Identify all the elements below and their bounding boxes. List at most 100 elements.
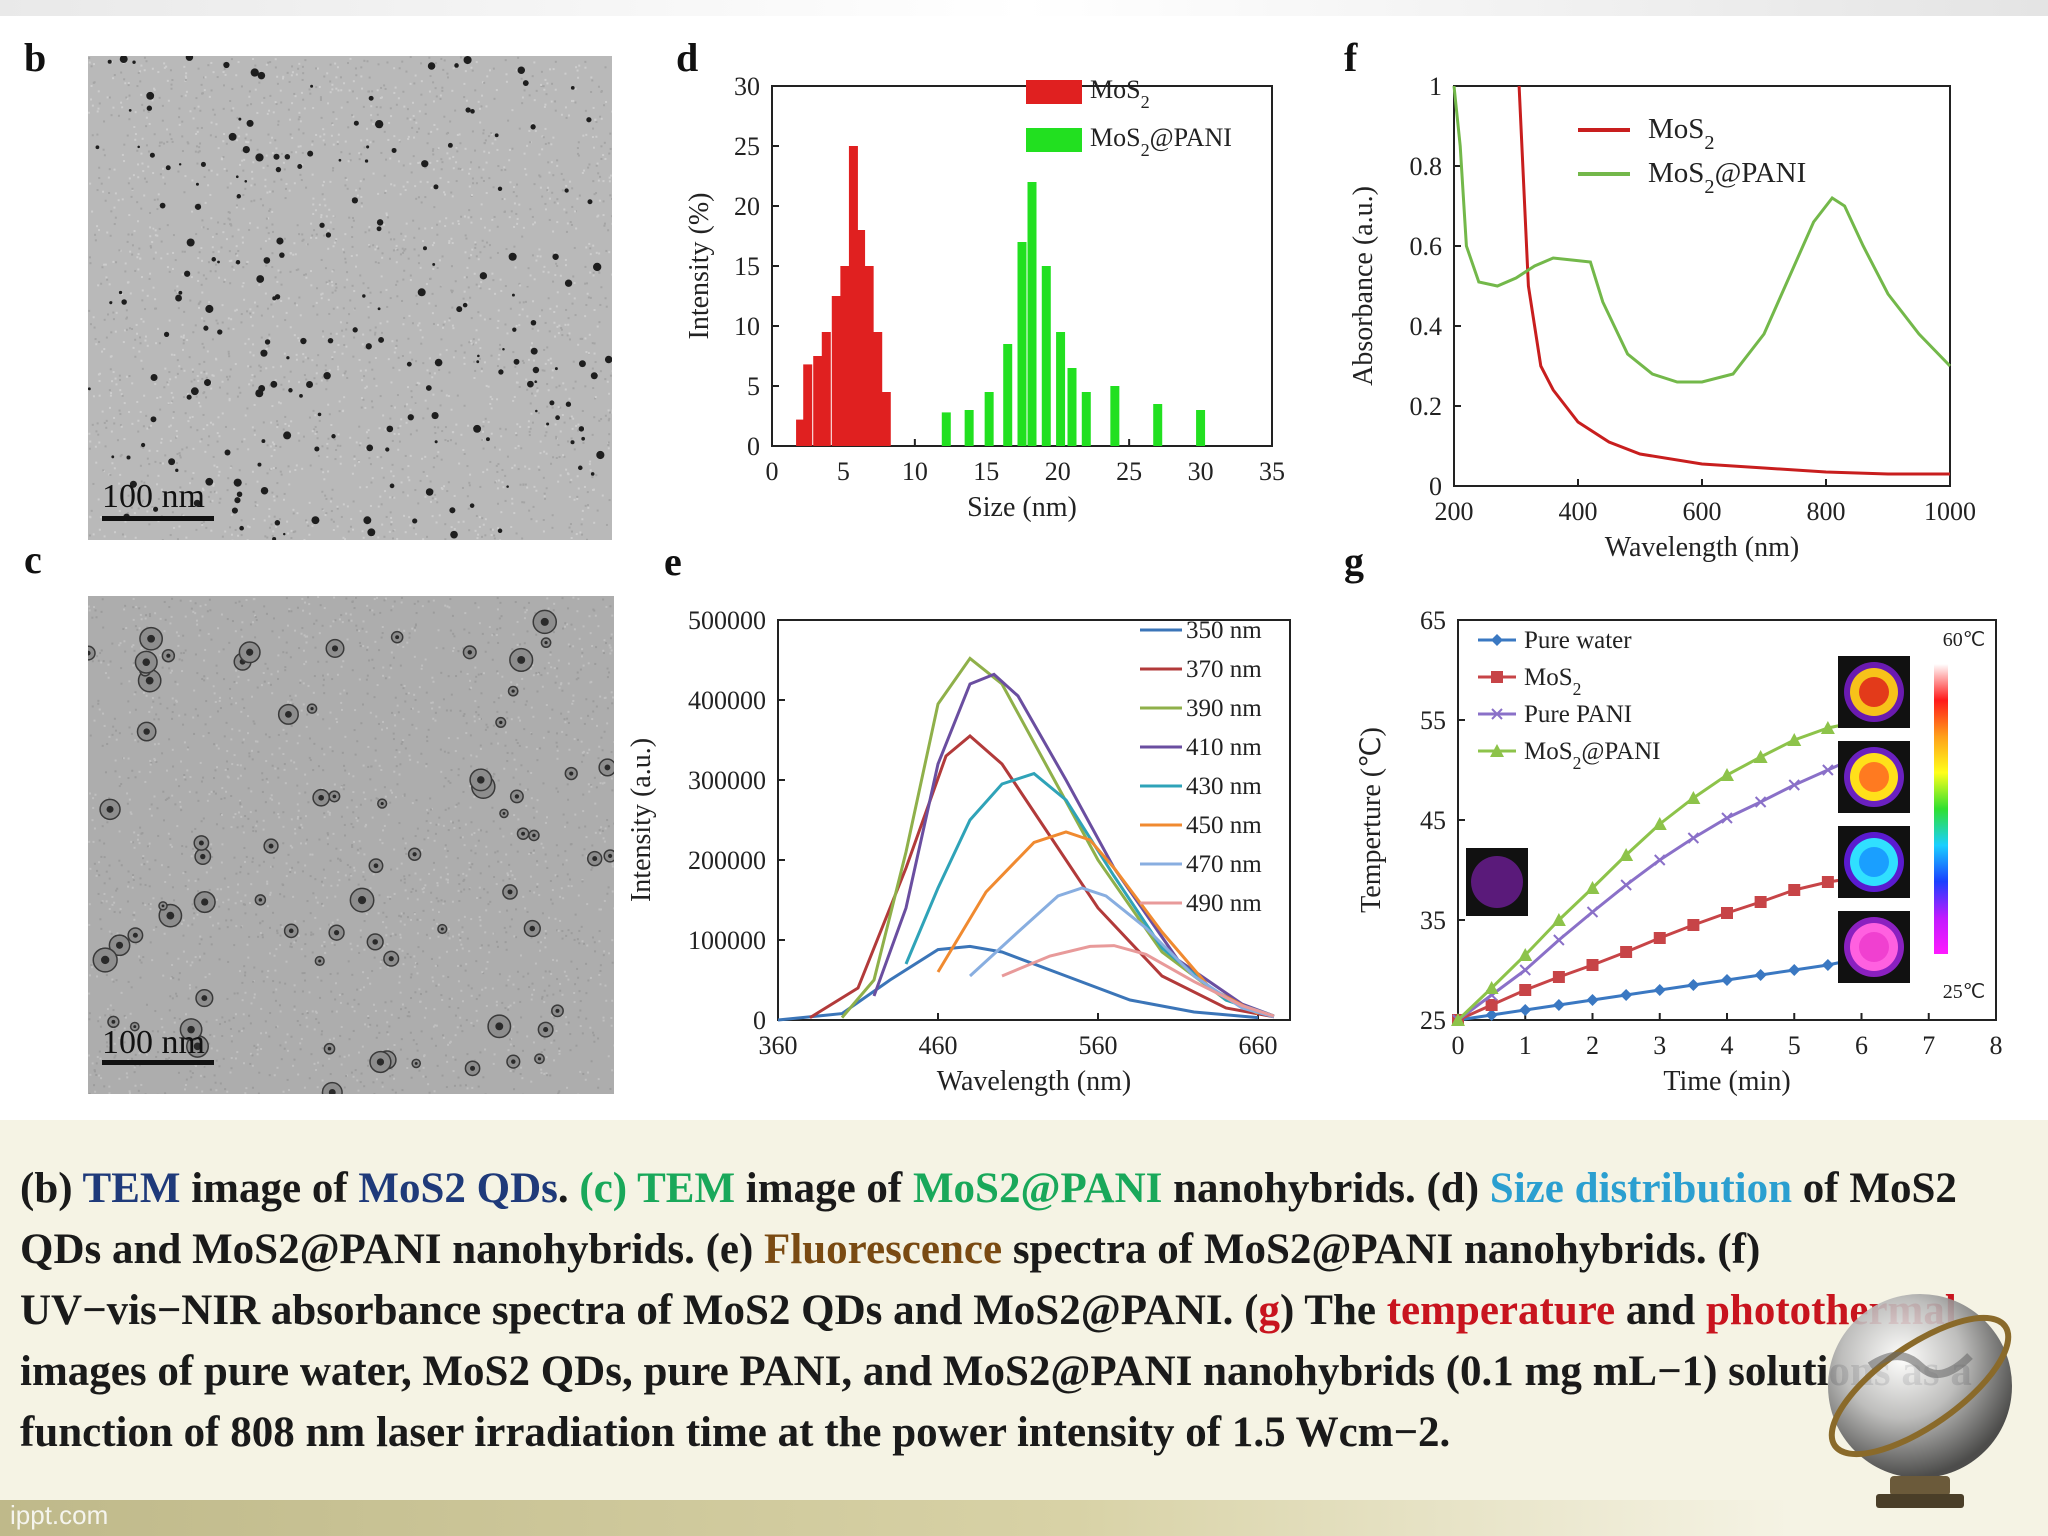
tem-noise xyxy=(403,794,406,797)
tem-noise xyxy=(409,956,412,959)
tem-noise xyxy=(415,121,418,124)
tem-noise xyxy=(88,1092,91,1094)
tem-noise xyxy=(300,823,303,826)
tem-noise xyxy=(423,838,426,841)
tem-noise xyxy=(580,717,583,720)
tem-noise xyxy=(191,477,194,480)
tem-noise xyxy=(270,303,273,306)
tem-noise xyxy=(576,738,579,741)
tem-noise xyxy=(358,641,361,644)
tem-noise xyxy=(230,1067,233,1070)
tem-noise xyxy=(98,839,101,842)
tem-noise xyxy=(88,534,91,537)
tem-noise xyxy=(607,419,610,422)
tem-noise xyxy=(336,66,339,69)
tem-noise xyxy=(183,774,186,777)
tem-noise xyxy=(252,311,255,314)
tem-noise xyxy=(89,323,92,326)
tem-noise xyxy=(526,315,529,318)
tem-noise xyxy=(260,684,263,687)
tem-noise xyxy=(201,1090,204,1093)
tem-noise xyxy=(496,470,499,473)
tem-noise xyxy=(237,777,240,780)
tem-noise xyxy=(581,509,584,512)
tem-noise xyxy=(398,140,401,143)
tem-noise xyxy=(400,915,403,918)
tem-noise xyxy=(336,673,339,676)
tem-noise xyxy=(198,150,201,153)
tem-noise xyxy=(464,1084,467,1087)
tem-noise xyxy=(447,131,450,134)
tem-noise xyxy=(443,900,446,903)
tem-noise xyxy=(96,225,99,228)
tem-noise xyxy=(539,175,542,178)
tem-noise xyxy=(294,939,297,942)
tem-noise xyxy=(331,358,334,361)
tem-noise xyxy=(508,877,511,880)
tem-noise xyxy=(571,187,574,190)
tem-noise xyxy=(379,97,382,100)
tem-noise xyxy=(454,805,457,808)
tem-noise xyxy=(137,834,140,837)
tem-noise xyxy=(136,332,139,335)
tem-noise xyxy=(337,871,340,874)
tem-noise xyxy=(151,506,154,509)
tem-noise xyxy=(389,238,392,241)
tem-noise xyxy=(461,1000,464,1003)
tem-noise xyxy=(194,956,197,959)
tem-noise xyxy=(195,791,198,794)
tem-noise xyxy=(316,67,319,70)
tem-noise xyxy=(405,692,408,695)
tem-noise xyxy=(257,1092,260,1094)
tem-noise xyxy=(338,400,341,403)
tem-noise xyxy=(332,520,335,523)
tem-noise xyxy=(253,403,256,406)
tem-noise xyxy=(594,361,597,364)
tem-noise xyxy=(206,350,209,353)
tem-noise xyxy=(282,1090,285,1093)
tem-noise xyxy=(552,631,555,634)
tem-noise xyxy=(314,1010,317,1013)
tem-noise xyxy=(321,1079,324,1082)
tem-noise xyxy=(344,261,347,264)
tem-noise xyxy=(270,673,273,676)
tem-particle xyxy=(165,165,171,171)
tem-noise xyxy=(399,920,402,923)
tem-noise xyxy=(251,1064,254,1067)
tem-noise xyxy=(391,1050,394,1053)
tem-noise xyxy=(562,382,565,385)
tem-noise xyxy=(363,1085,366,1088)
tem-noise xyxy=(213,490,216,493)
tem-noise xyxy=(236,763,239,766)
tem-noise xyxy=(492,1062,495,1065)
tem-noise xyxy=(216,173,219,176)
tem-noise xyxy=(608,433,611,436)
tem-noise xyxy=(510,718,513,721)
tem-noise xyxy=(216,76,219,79)
tem-noise xyxy=(286,520,289,523)
tem-noise xyxy=(331,356,334,359)
tem-noise xyxy=(145,60,148,63)
tem-noise xyxy=(100,649,103,652)
tem-noise xyxy=(343,286,346,289)
tem-noise xyxy=(200,283,203,286)
tem-noise xyxy=(252,610,255,613)
tem-noise xyxy=(486,468,489,471)
tem-noise xyxy=(414,74,417,77)
tem-noise xyxy=(131,645,134,648)
tem-noise xyxy=(121,198,124,201)
tem-noise xyxy=(274,66,277,69)
tem-noise xyxy=(271,764,274,767)
tem-noise xyxy=(198,306,201,309)
tem-noise xyxy=(288,470,291,473)
tem-noise xyxy=(342,248,345,251)
tem-noise xyxy=(279,518,282,521)
tem-noise xyxy=(182,348,185,351)
tem-noise xyxy=(332,620,335,623)
tem-noise xyxy=(442,902,445,905)
tem-noise xyxy=(185,72,188,75)
tem-noise xyxy=(149,226,152,229)
tem-noise xyxy=(475,283,478,286)
tem-noise xyxy=(139,342,142,345)
tem-noise xyxy=(355,817,358,820)
